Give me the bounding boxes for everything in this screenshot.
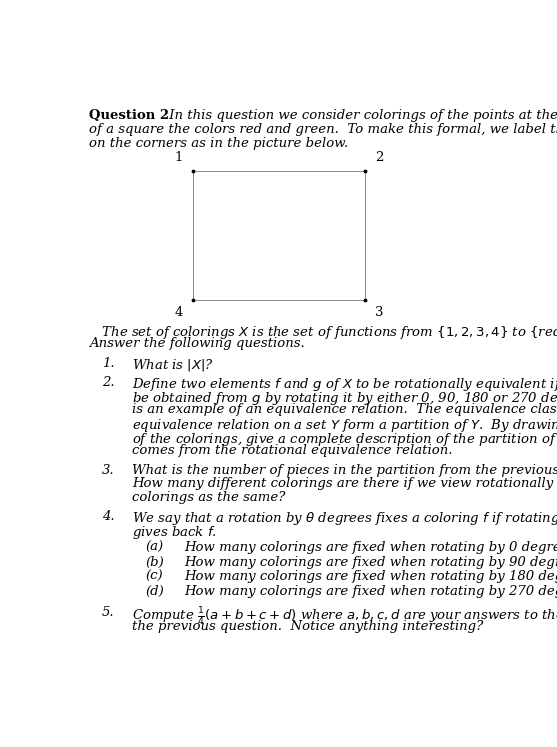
Text: How many colorings are fixed when rotating by 90 degrees?: How many colorings are fixed when rotati… (184, 556, 557, 568)
Text: be obtained from $g$ by rotating it by either 0, 90, 180 or 270 degrees.  This: be obtained from $g$ by rotating it by e… (132, 390, 557, 407)
Text: of a square the colors red and green.  To make this formal, we label the points: of a square the colors red and green. To… (89, 123, 557, 136)
Text: We say that a rotation by $\theta$ degrees fixes a coloring $f$ if rotating $f$ : We say that a rotation by $\theta$ degre… (132, 510, 557, 527)
Text: 5.: 5. (102, 606, 115, 619)
Text: the previous question.  Notice anything interesting?: the previous question. Notice anything i… (132, 619, 483, 633)
Text: comes from the rotational equivalence relation.: comes from the rotational equivalence re… (132, 444, 453, 457)
Text: (c): (c) (145, 571, 163, 583)
Text: (a): (a) (145, 541, 163, 554)
Text: is an example of an equivalence relation.  The equivalence classes of an: is an example of an equivalence relation… (132, 403, 557, 416)
Text: 1: 1 (175, 152, 183, 164)
Text: on the corners as in the picture below.: on the corners as in the picture below. (89, 137, 348, 150)
Text: What is $|X|$?: What is $|X|$? (132, 357, 214, 373)
Text: 3: 3 (375, 306, 383, 320)
Text: Question 2: Question 2 (89, 109, 169, 123)
Text: In this question we consider colorings of the points at the corners: In this question we consider colorings o… (165, 109, 557, 123)
Text: 3.: 3. (102, 464, 115, 477)
Text: Compute $\frac{1}{4}(a+b+c+d)$ where $a, b, c, d$ are your answers to the parts : Compute $\frac{1}{4}(a+b+c+d)$ where $a,… (132, 606, 557, 628)
Text: Define two elements $f$ and $g$ of $X$ to be rotationally equivalent if $f$ can: Define two elements $f$ and $g$ of $X$ t… (132, 376, 557, 394)
Text: equivalence relation on a set $Y$ form a partition of $Y$.  By drawing pictures: equivalence relation on a set $Y$ form a… (132, 417, 557, 434)
Text: 1.: 1. (102, 357, 115, 370)
Text: (b): (b) (145, 556, 164, 568)
Text: How many different colorings are there if we view rotationally equivalent: How many different colorings are there i… (132, 477, 557, 490)
Text: Answer the following questions.: Answer the following questions. (89, 337, 305, 350)
Text: (d): (d) (145, 585, 164, 598)
Text: How many colorings are fixed when rotating by 270 degrees?: How many colorings are fixed when rotati… (184, 585, 557, 598)
Text: The set of colorings $X$ is the set of functions from $\{1, 2, 3, 4\}$ to $\{$re: The set of colorings $X$ is the set of f… (89, 323, 557, 341)
Text: 4: 4 (175, 306, 183, 320)
Text: 2.: 2. (102, 376, 115, 389)
Text: of the colorings, give a complete description of the partition of $X$ that: of the colorings, give a complete descri… (132, 430, 557, 447)
Text: How many colorings are fixed when rotating by 0 degrees?: How many colorings are fixed when rotati… (184, 541, 557, 554)
Text: 2: 2 (375, 152, 383, 164)
Text: gives back $f$.: gives back $f$. (132, 524, 217, 541)
Text: How many colorings are fixed when rotating by 180 degrees?: How many colorings are fixed when rotati… (184, 571, 557, 583)
Text: What is the number of pieces in the partition from the previous problem?: What is the number of pieces in the part… (132, 464, 557, 477)
Text: 4.: 4. (102, 510, 115, 524)
Text: colorings as the same?: colorings as the same? (132, 491, 286, 503)
